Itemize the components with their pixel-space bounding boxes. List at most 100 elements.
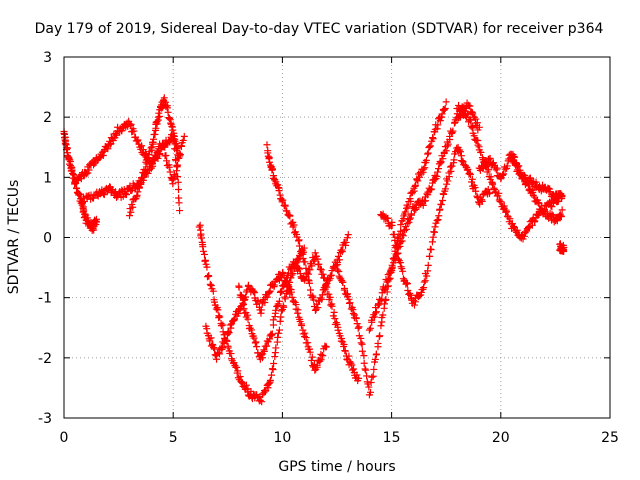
series-arc-11 [377, 143, 494, 309]
data-point [304, 276, 312, 284]
data-point [403, 220, 411, 228]
data-point [473, 192, 481, 200]
data-point [265, 379, 273, 387]
data-point [177, 142, 185, 150]
data-point [335, 252, 343, 260]
data-point [427, 186, 435, 194]
data-point [268, 330, 276, 338]
data-point [506, 215, 514, 223]
data-point [466, 102, 474, 110]
data-point [201, 257, 209, 265]
data-point [126, 212, 134, 220]
data-point [424, 150, 432, 158]
data-point [75, 191, 83, 199]
data-point [521, 228, 529, 236]
data-point [227, 324, 235, 332]
data-point [419, 201, 427, 209]
data-point [502, 206, 510, 214]
series-arc-12 [453, 101, 566, 243]
data-point [342, 238, 350, 246]
data-point [156, 112, 164, 120]
grid-lines [64, 57, 610, 418]
data-point [294, 306, 302, 314]
data-point [230, 359, 238, 367]
data-point [92, 215, 100, 223]
data-point [446, 136, 454, 144]
data-point [379, 311, 387, 319]
data-point [433, 172, 441, 180]
data-point [338, 248, 346, 256]
data-point [322, 280, 330, 288]
data-point [227, 350, 235, 358]
data-point [129, 203, 137, 211]
data-point [100, 190, 108, 198]
data-point [176, 207, 184, 215]
data-point [538, 202, 546, 210]
data-point [263, 293, 271, 301]
data-point [428, 185, 436, 193]
data-point [266, 287, 274, 295]
data-point [516, 166, 524, 174]
data-point [548, 210, 556, 218]
x-tick-label: 15 [383, 430, 401, 446]
data-point [269, 316, 277, 324]
data-point [250, 288, 258, 296]
data-point [277, 273, 285, 281]
data-point [394, 255, 402, 263]
data-point [269, 366, 277, 374]
data-point [295, 236, 303, 244]
data-point [128, 187, 136, 195]
data-point [133, 191, 141, 199]
data-point [257, 306, 265, 314]
data-point [302, 270, 310, 278]
data-point [352, 314, 360, 322]
data-point [412, 181, 420, 189]
data-point [397, 227, 405, 235]
data-point [423, 272, 431, 280]
data-point [82, 170, 90, 178]
data-point [313, 361, 321, 369]
data-point [237, 292, 245, 300]
data-point [438, 110, 446, 118]
data-point [305, 279, 313, 287]
data-point [256, 396, 264, 404]
data-point [402, 225, 410, 233]
data-point [360, 359, 368, 367]
data-point [489, 160, 497, 168]
y-tick-label: 1 [43, 170, 52, 186]
data-point [420, 165, 428, 173]
data-point [314, 304, 322, 312]
data-point [238, 378, 246, 386]
data-point [270, 281, 278, 289]
data-point [280, 281, 288, 289]
data-point [170, 129, 178, 137]
data-point [345, 299, 353, 307]
data-point [376, 332, 384, 340]
data-point [266, 376, 274, 384]
data-point [368, 318, 376, 326]
data-point [100, 191, 108, 199]
data-point [429, 135, 437, 143]
data-point [405, 215, 413, 223]
data-point [169, 180, 177, 188]
data-point [341, 284, 349, 292]
x-tick-label: 5 [169, 430, 178, 446]
data-point [557, 212, 565, 220]
data-point [433, 217, 441, 225]
data-point [368, 373, 376, 381]
data-point [260, 347, 268, 355]
data-point [407, 197, 415, 205]
data-point [377, 322, 385, 330]
data-point [309, 292, 317, 300]
data-point [394, 249, 402, 257]
data-point [372, 350, 380, 358]
data-point [349, 310, 357, 318]
data-point [307, 356, 315, 364]
data-point [171, 145, 179, 153]
data-point [174, 144, 182, 152]
data-point [175, 186, 183, 194]
series-arc-7 [235, 249, 363, 385]
data-point [205, 272, 213, 280]
data-point [216, 313, 224, 321]
data-point [558, 206, 566, 214]
